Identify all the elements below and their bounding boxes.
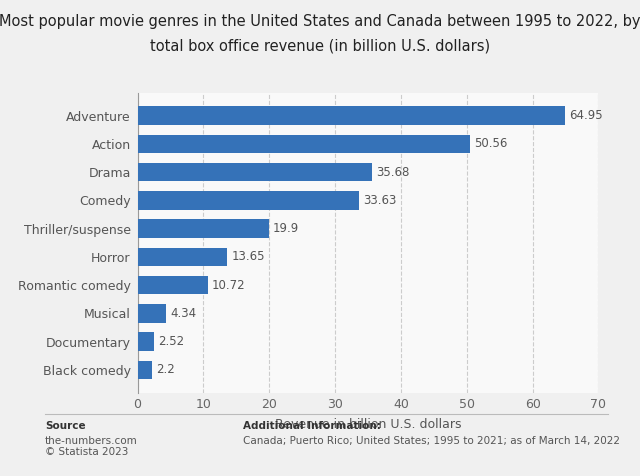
Text: total box office revenue (in billion U.S. dollars): total box office revenue (in billion U.S… [150, 38, 490, 53]
Text: 64.95: 64.95 [569, 109, 603, 122]
Text: 10.72: 10.72 [212, 278, 246, 292]
Text: Most popular movie genres in the United States and Canada between 1995 to 2022, : Most popular movie genres in the United … [0, 14, 640, 30]
Bar [138, 219, 269, 238]
Bar [138, 191, 359, 209]
Text: 2.52: 2.52 [158, 335, 184, 348]
Bar [138, 248, 227, 266]
Text: 13.65: 13.65 [232, 250, 265, 263]
Text: 35.68: 35.68 [376, 166, 410, 178]
Text: the-numbers.com
© Statista 2023: the-numbers.com © Statista 2023 [45, 436, 138, 457]
Text: 19.9: 19.9 [273, 222, 299, 235]
Bar [138, 276, 208, 294]
Bar [138, 163, 372, 181]
Text: 4.34: 4.34 [170, 307, 196, 320]
Bar [138, 361, 152, 379]
Bar [138, 135, 470, 153]
Text: 50.56: 50.56 [474, 138, 508, 150]
X-axis label: Revenue in billion U.S. dollars: Revenue in billion U.S. dollars [275, 417, 461, 430]
Bar [138, 107, 565, 125]
Text: Source: Source [45, 421, 85, 431]
Text: Additional Information:: Additional Information: [243, 421, 381, 431]
Bar [138, 332, 154, 351]
Bar [138, 304, 166, 323]
Text: 33.63: 33.63 [363, 194, 396, 207]
Text: Canada; Puerto Rico; United States; 1995 to 2021; as of March 14, 2022: Canada; Puerto Rico; United States; 1995… [243, 436, 620, 446]
Text: 2.2: 2.2 [156, 363, 175, 377]
